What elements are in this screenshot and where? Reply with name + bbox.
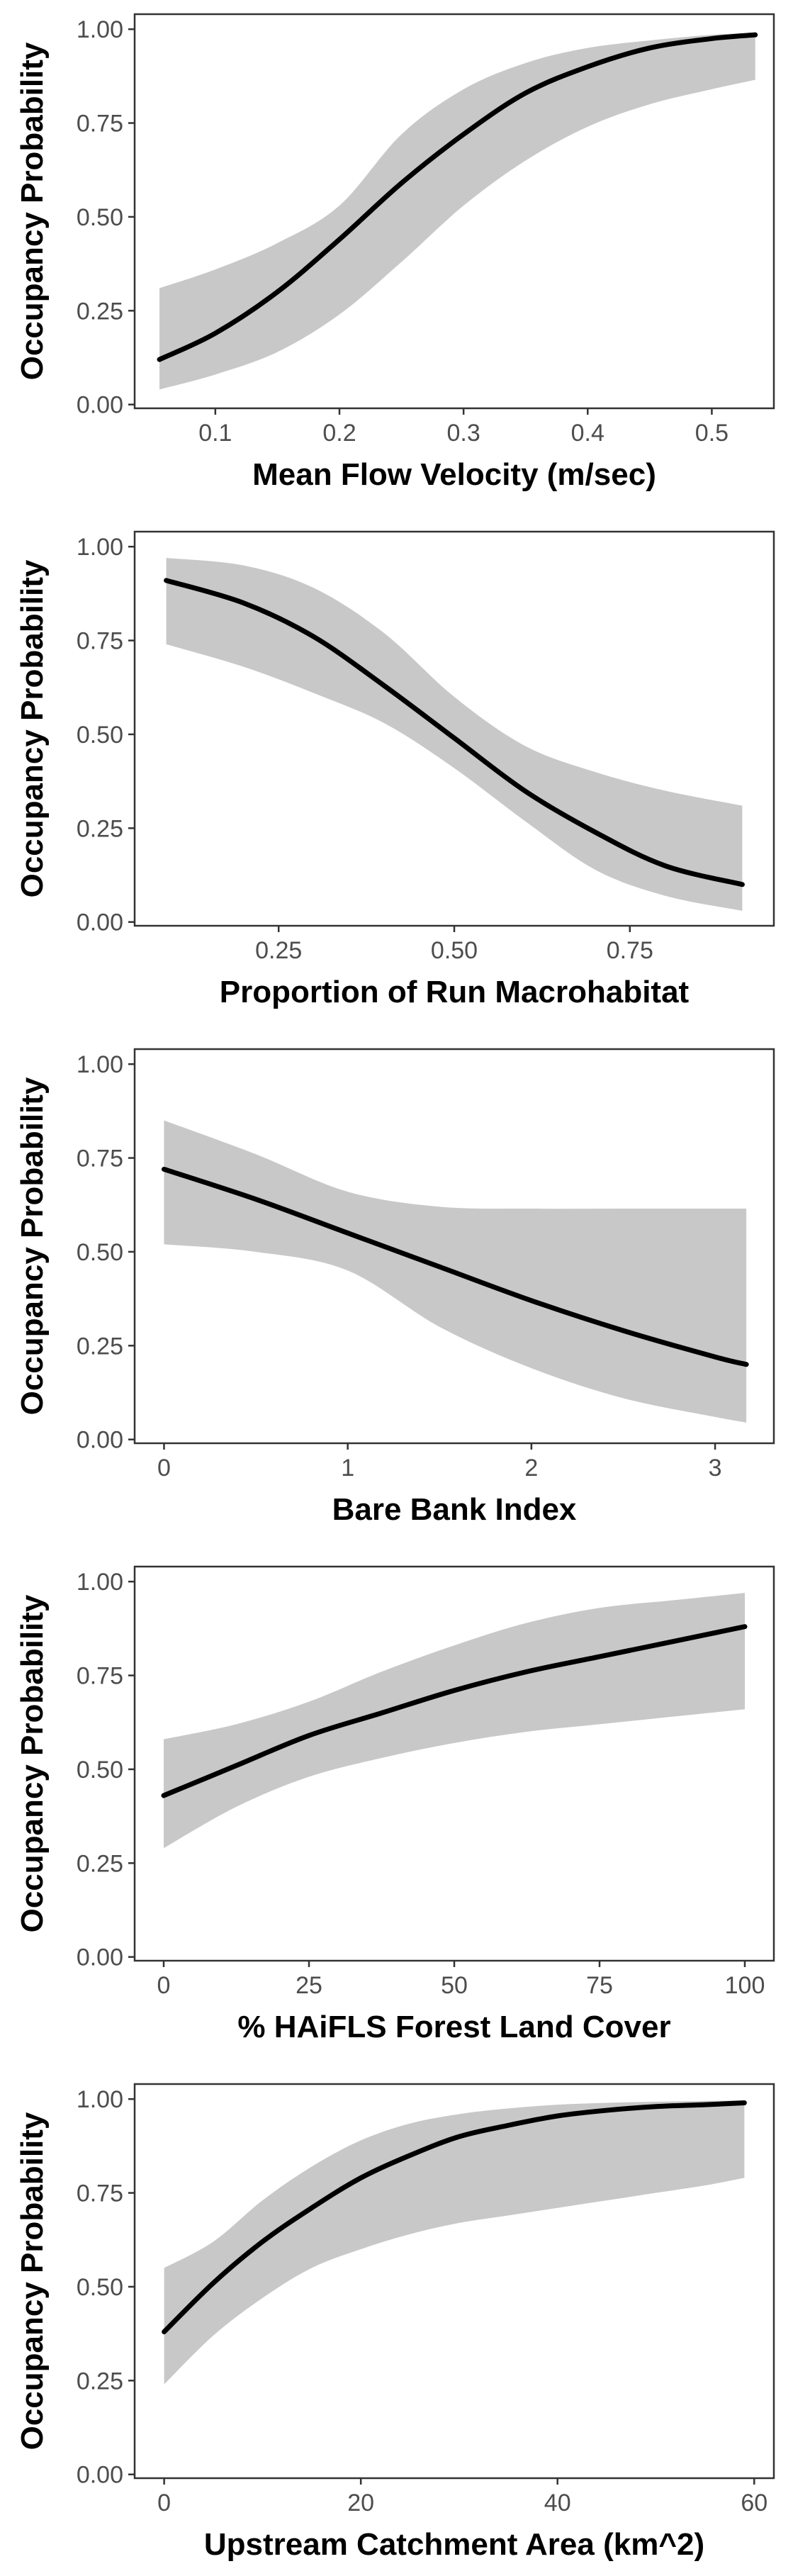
y-tick-label: 0.75 — [77, 1146, 123, 1172]
x-tick-label: 40 — [544, 2490, 571, 2516]
y-axis-title: Occupancy Probability — [15, 559, 50, 897]
chart-panel-4: 0.00 0.25 0.50 0.75 1.00 0 25 50 75 100 % HAiFLS F… — [15, 1565, 775, 2044]
y-tick-label: 0.75 — [77, 2180, 123, 2207]
y-tick-label: 1.00 — [77, 534, 123, 561]
fitted-line — [157, 32, 758, 362]
y-tick-label: 0.00 — [77, 1427, 123, 1454]
y-tick-label: 0.50 — [77, 204, 123, 231]
chart-panel-5: 0.00 0.25 0.50 0.75 1.00 0 20 40 60 Upstream Catc… — [15, 2083, 775, 2562]
x-axis-title: Mean Flow Velocity (m/sec) — [252, 457, 656, 492]
x-tick-label: 1 — [341, 1455, 354, 1482]
y-tick-label: 0.50 — [77, 2274, 123, 2301]
x-tick-label: 0 — [157, 1972, 171, 1999]
y-tick-label: 0.75 — [77, 628, 123, 655]
y-tick-label: 0.75 — [77, 1663, 123, 1690]
x-tick-label: 60 — [741, 2490, 767, 2516]
panel-border — [133, 13, 775, 410]
x-tick-label: 0 — [157, 2490, 171, 2516]
confidence-band — [164, 2100, 745, 2385]
y-tick-label: 0.25 — [77, 2368, 123, 2395]
panel-border — [133, 1048, 775, 1445]
x-axis-title: Bare Bank Index — [332, 1492, 577, 1527]
x-axis-title: Upstream Catchment Area (km^2) — [204, 2527, 704, 2562]
fitted-line — [162, 2100, 747, 2334]
y-tick-label: 0.25 — [77, 1850, 123, 1877]
y-axis-title: Occupancy Probability — [15, 42, 50, 380]
y-tick-label: 0.00 — [77, 1944, 123, 1971]
chart-panel-3: 0.00 0.25 0.50 0.75 1.00 0 1 2 3 Bare Bank Index O… — [15, 1048, 775, 1527]
x-tick-label: 0.2 — [322, 420, 356, 447]
x-tick-label: 3 — [709, 1455, 722, 1482]
y-tick-label: 0.25 — [77, 298, 123, 325]
y-tick-label: 0.00 — [77, 909, 123, 936]
y-axis-title: Occupancy Probability — [15, 1594, 50, 1932]
y-tick-label: 0.25 — [77, 1333, 123, 1360]
x-tick-label: 0.3 — [447, 420, 480, 447]
y-tick-label: 1.00 — [77, 16, 123, 43]
y-tick-label: 0.50 — [77, 1757, 123, 1783]
x-tick-label: 0.4 — [571, 420, 604, 447]
y-tick-label: 1.00 — [77, 1051, 123, 1078]
y-tick-label: 0.50 — [77, 1239, 123, 1266]
x-tick-label: 50 — [441, 1972, 468, 1999]
y-tick-label: 0.25 — [77, 815, 123, 842]
panel-border — [133, 2083, 775, 2480]
x-tick-label: 2 — [524, 1455, 538, 1482]
confidence-band — [159, 33, 755, 390]
x-tick-label: 0.25 — [255, 937, 302, 964]
y-axis-title: Occupancy Probability — [15, 1077, 50, 1415]
x-tick-label: 0.1 — [198, 420, 232, 447]
y-tick-label: 1.00 — [77, 2086, 123, 2113]
x-tick-label: 75 — [586, 1972, 613, 1999]
fitted-line — [164, 578, 745, 887]
x-tick-label: 20 — [347, 2490, 374, 2516]
y-tick-label: 0.50 — [77, 722, 123, 749]
chart-panel-1: 0.00 0.25 0.50 0.75 1.00 0.1 0.2 0.3 0.4 0.5 Mean … — [15, 13, 775, 492]
x-tick-label: 0.5 — [695, 420, 729, 447]
y-tick-label: 0.75 — [77, 111, 123, 138]
chart-panel-2: 0.00 0.25 0.50 0.75 1.00 0.25 0.50 0.75 Proporti… — [15, 530, 775, 1009]
x-tick-label: 0.75 — [607, 937, 653, 964]
y-tick-label: 0.00 — [77, 2462, 123, 2489]
x-tick-label: 0 — [157, 1455, 171, 1482]
x-tick-label: 25 — [296, 1972, 322, 1999]
y-tick-label: 0.00 — [77, 392, 123, 419]
y-axis-title: Occupancy Probability — [15, 2112, 50, 2450]
x-axis-title: % HAiFLS Forest Land Cover — [237, 2010, 670, 2044]
fitted-line — [161, 1166, 749, 1367]
x-tick-label: 0.50 — [431, 937, 478, 964]
confidence-band — [166, 558, 743, 911]
fitted-line — [161, 1624, 748, 1798]
x-tick-label: 100 — [725, 1972, 765, 1999]
y-tick-label: 1.00 — [77, 1569, 123, 1596]
x-axis-title: Proportion of Run Macrohabitat — [220, 975, 690, 1009]
